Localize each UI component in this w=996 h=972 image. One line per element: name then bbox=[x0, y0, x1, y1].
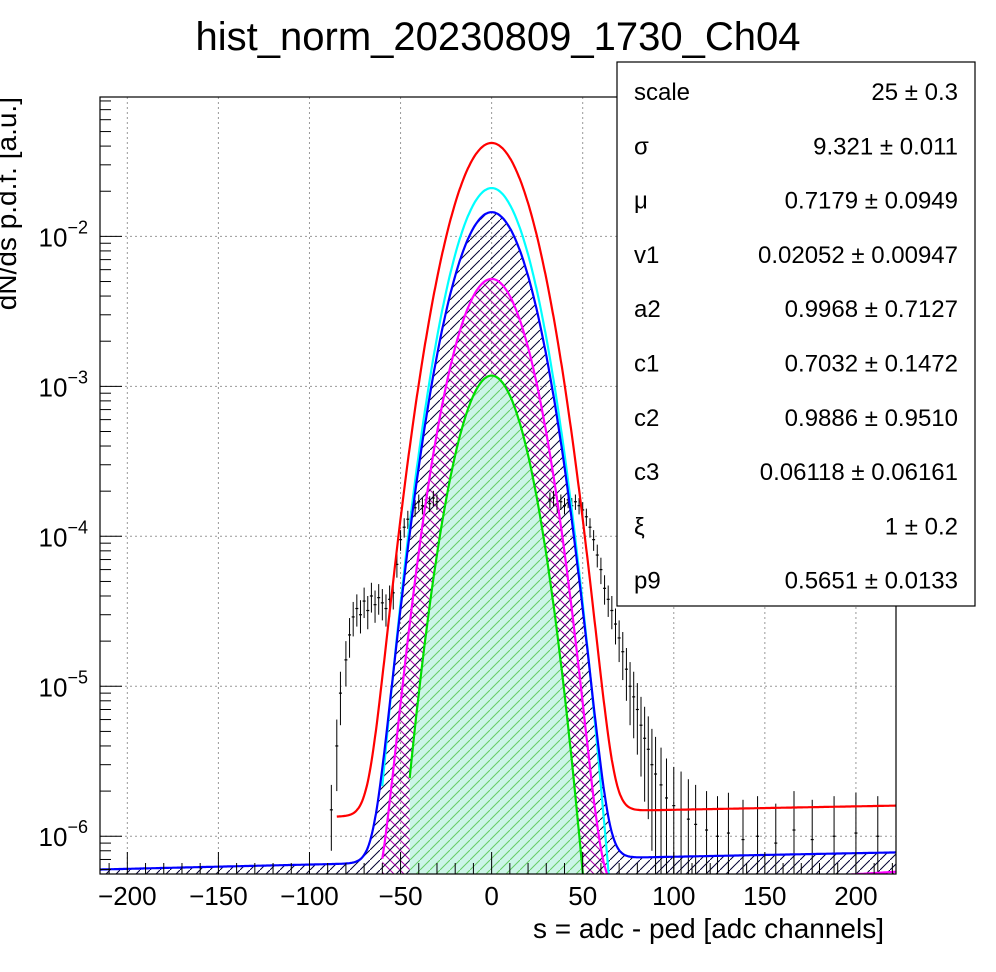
curve-green bbox=[408, 374, 584, 874]
x-tick-label: 100 bbox=[652, 881, 695, 911]
stat-name: c3 bbox=[634, 459, 659, 486]
curve-fills bbox=[100, 212, 896, 874]
stat-name: c1 bbox=[634, 351, 659, 378]
stat-value: 0.02052 ± 0.00947 bbox=[758, 242, 958, 269]
y-axis-label: dN/ds p.d.f. [a.u.] bbox=[0, 97, 22, 310]
x-tick-label: −50 bbox=[378, 881, 422, 911]
x-tick-label: 150 bbox=[743, 881, 786, 911]
curve-magenta bbox=[381, 277, 896, 874]
stat-value: 0.7179 ± 0.0949 bbox=[785, 188, 958, 215]
stat-name: ξ bbox=[634, 513, 645, 540]
stat-name: a2 bbox=[634, 296, 661, 323]
stat-value: 9.321 ± 0.011 bbox=[813, 133, 958, 160]
stat-name: σ bbox=[634, 133, 649, 160]
stat-value: 0.9886 ± 0.9510 bbox=[785, 405, 958, 432]
x-tick-label: −200 bbox=[98, 881, 157, 911]
fit-curves bbox=[100, 141, 896, 874]
stat-name: scale bbox=[634, 79, 690, 106]
stat-value: 1 ± 0.2 bbox=[885, 513, 958, 540]
stat-value: 0.06118 ± 0.06161 bbox=[760, 459, 958, 486]
stat-value: 25 ± 0.3 bbox=[871, 79, 958, 106]
x-tick-label: 0 bbox=[484, 881, 498, 911]
x-tick-label: 200 bbox=[834, 881, 877, 911]
stat-value: 0.9968 ± 0.7127 bbox=[785, 296, 958, 323]
y-tick-label: 10−4 bbox=[39, 517, 88, 552]
stat-name: c2 bbox=[634, 405, 659, 432]
stat-name: μ bbox=[634, 188, 648, 215]
y-tick-label: 10−3 bbox=[39, 367, 88, 402]
x-tick-label: 50 bbox=[568, 881, 597, 911]
stat-value: 0.7032 ± 0.1472 bbox=[785, 351, 958, 378]
data-points bbox=[329, 490, 880, 874]
x-tick-label: −100 bbox=[280, 881, 339, 911]
stat-name: v1 bbox=[634, 242, 659, 269]
chart-title: hist_norm_20230809_1730_Ch04 bbox=[196, 15, 801, 59]
curve-blue bbox=[100, 211, 896, 871]
y-tick-label: 10−2 bbox=[39, 217, 88, 252]
y-tick-label: 10−5 bbox=[39, 667, 88, 702]
x-axis-ticks: −200 −150 −100 −50 0 50 100 150 200 bbox=[98, 852, 893, 911]
stat-value: 0.5651 ± 0.0133 bbox=[785, 568, 958, 595]
stat-name: p9 bbox=[634, 568, 661, 595]
y-tick-label: 10−6 bbox=[39, 817, 88, 852]
curve-cyan bbox=[381, 187, 610, 874]
x-tick-label: −150 bbox=[189, 881, 248, 911]
curve-total bbox=[336, 141, 896, 818]
stats-box: scale 25 ± 0.3 σ 9.321 ± 0.011 μ 0.7179 ± 0.0… bbox=[616, 61, 976, 607]
y-axis-ticks: 10−2 10−3 10−4 10−5 10−6 bbox=[39, 100, 122, 871]
x-axis-label: s = adc - ped [adc channels] bbox=[533, 913, 884, 944]
hatch-fill-green bbox=[409, 375, 583, 874]
